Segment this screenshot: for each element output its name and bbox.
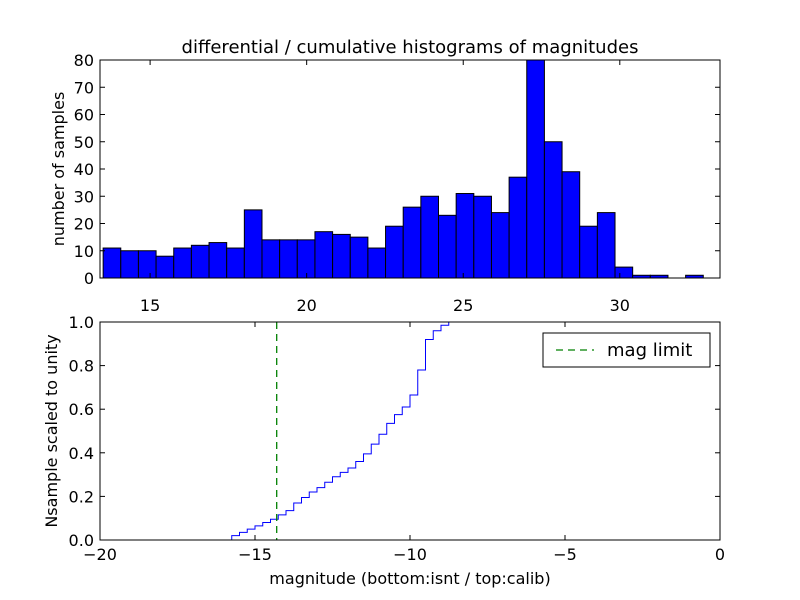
histogram-bar [226,247,245,279]
cumulative-x-ticks: −20 −15 −10 −5 0 [83,322,725,564]
y-tick-label: 70 [74,78,94,97]
cumulative-y-label: Nsample scaled to unity [42,334,61,527]
x-tick-label: 30 [610,296,630,315]
y-tick-label: 10 [74,242,94,261]
histogram-bar [243,209,263,279]
histogram-panel: differential / cumulative histograms of … [49,37,721,315]
histogram-bar [614,266,634,279]
histogram-x-ticks: 15 20 25 30 [140,60,630,315]
histogram-bar [455,193,475,279]
cumulative-x-label: magnitude (bottom:isnt / top:calib) [269,569,550,588]
histogram-bar [543,141,563,279]
legend-mag-limit-label: mag limit [607,340,692,361]
x-tick-label: −20 [83,545,117,564]
histogram-bar [367,247,387,279]
legend: mag limit [542,332,711,368]
y-tick-label: 1.0 [69,313,94,332]
histogram-bar [120,250,139,279]
y-tick-label: 60 [74,106,94,125]
cumulative-axes-frame [99,321,721,541]
histogram-bar [490,212,510,279]
y-tick-label: 0.8 [69,357,94,376]
x-tick-label: 0 [715,545,725,564]
y-tick-label: 80 [74,51,94,70]
histogram-bars [102,59,704,279]
histogram-bar [102,247,122,279]
histogram-bar [438,214,457,279]
histogram-bar [596,212,616,279]
histogram-bar [173,247,192,279]
cumulative-panel: −20 −15 −10 −5 0 0.0 0.2 0.4 0.6 0.8 1.0 Nsample … [42,313,725,588]
histogram-bar [473,195,492,279]
histogram-bar [508,176,528,279]
x-tick-label: 15 [140,296,160,315]
histogram-y-ticks: 0 10 20 30 40 50 60 70 80 [74,51,720,288]
x-tick-label: −10 [393,545,427,564]
histogram-bar [385,225,404,279]
histogram-bar [420,195,440,279]
y-tick-label: 0.4 [69,444,94,463]
histogram-bar [279,239,298,279]
cumulative-step-line [100,321,720,541]
histogram-bar [296,239,316,279]
histogram-y-label: number of samples [49,92,68,247]
histogram-bar [332,233,351,279]
histogram-bar [190,244,210,279]
x-tick-label: 25 [453,296,473,315]
histogram-bar [579,225,598,279]
histogram-bar [526,59,545,279]
histogram-bar [314,231,334,279]
histogram-bar [261,239,281,279]
x-tick-label: −5 [553,545,577,564]
chart-title: differential / cumulative histograms of … [182,37,639,58]
histogram-axes-frame [99,59,721,279]
y-tick-label: 0.6 [69,400,94,419]
y-tick-label: 40 [74,160,94,179]
y-tick-label: 30 [74,187,94,206]
histogram-bar [349,236,369,279]
cumulative-y-ticks: 0.0 0.2 0.4 0.6 0.8 1.0 [69,313,720,550]
y-tick-label: 0 [84,269,94,288]
histogram-bar [402,206,422,279]
x-tick-label: −15 [238,545,272,564]
y-tick-label: 20 [74,215,94,234]
histogram-bar [137,250,157,279]
y-tick-label: 50 [74,133,94,152]
histogram-bar [155,255,175,279]
y-tick-label: 0.0 [69,531,94,550]
histogram-bar [208,242,228,279]
y-tick-label: 0.2 [69,487,94,506]
histogram-bar [561,171,581,279]
x-tick-label: 20 [296,296,316,315]
